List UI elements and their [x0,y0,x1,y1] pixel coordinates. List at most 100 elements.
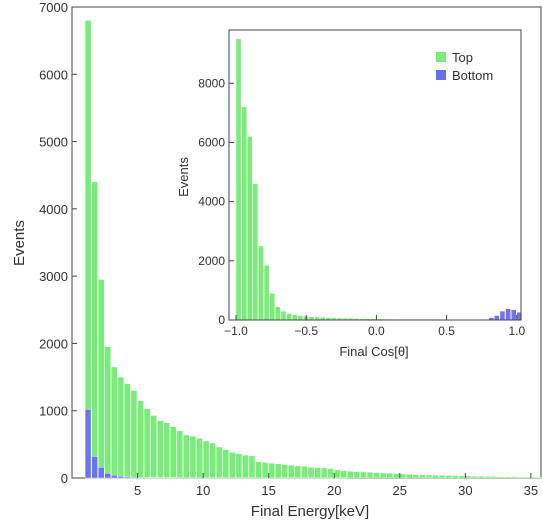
bar-top-6 [124,383,131,479]
bar-top-7 [275,306,281,321]
bar-top-64 [504,476,511,479]
bar-top-14 [176,430,184,479]
bar-top-1 [91,181,98,479]
bar-top-46 [386,473,393,479]
bar-top-31 [288,465,295,479]
inset-y-tick-label: 4000 [198,195,225,209]
main-x-axis: 5 10 15 20 25 30 35 [134,473,538,498]
bar-top-29 [275,463,282,479]
bar-top-8 [137,400,144,479]
inset-y-axis: 0 2000 4000 6000 8000 [198,76,234,327]
bar-top-25 [248,455,256,479]
bar-top-9 [286,313,292,321]
bar-top-40 [347,471,354,479]
bar-top-65 [511,476,518,479]
bar-top-51 [419,474,426,479]
bar-top-57 [458,475,465,479]
bar-top-66 [517,476,524,479]
bar-top-10 [150,415,157,479]
main-x-tick-label: 10 [196,483,210,498]
bar-top-16 [189,436,197,479]
bar-top-39 [340,470,347,479]
inset-x-tick-label: 1.0 [508,324,525,338]
bar-bottom-3 [104,473,111,479]
main-x-tick-label: 35 [524,483,538,498]
bar-top-17 [196,438,203,479]
bar-top-21 [222,449,229,479]
bar-top-59 [471,475,479,479]
bar-top-33 [301,466,308,479]
bar-top-4 [258,245,264,321]
bar-top-10 [291,314,298,321]
bar-top-67 [524,476,531,479]
bar-top-0 [235,38,242,321]
main-y-tick-label: 3000 [39,269,68,284]
bar-top-9 [143,408,151,479]
bar-top-26 [255,461,262,479]
main-x-tick-label: 15 [261,483,275,498]
bar-top-1 [241,106,247,321]
bar-top-5 [263,265,270,321]
bar-top-19 [209,442,216,479]
bar-top-53 [432,474,439,479]
bar-top-2 [247,136,253,321]
bar-top-52 [425,474,433,479]
main-x-tick-label: 5 [134,483,141,498]
bar-top-68 [530,476,538,479]
bar-top-27 [261,462,269,479]
bar-top-3 [104,346,111,479]
bar-bottom-0 [84,409,92,479]
bar-top-55 [445,475,452,479]
bar-top-41 [353,471,361,479]
bar-top-6 [269,293,275,321]
inset-x-axis: −1.0 −0.5 0.0 0.5 1.0 [224,315,525,338]
main-y-axis: 0 1000 2000 3000 4000 5000 6000 7000 [39,0,77,486]
inset-legend: Top Bottom [436,50,493,83]
inset-plot-frame [228,29,522,321]
inset-y-tick-label: 2000 [198,254,225,268]
main-y-axis-title: Events [11,220,28,266]
bar-top-23 [235,453,243,479]
inset-y-tick-label: 0 [218,313,225,327]
legend-label-top: Top [452,50,473,65]
bar-top-15 [183,434,190,479]
bar-top-69 [537,476,542,479]
bar-top-7 [130,390,138,479]
main-plot: 5 10 15 20 25 30 35 0 1000 2000 3000 4000 5000 6000 7… [11,0,542,520]
bar-top-4 [111,366,118,479]
bar-top-13 [170,426,177,479]
bar-top-43 [366,472,374,479]
main-y-tick-label: 1000 [39,404,68,419]
main-y-tick-label: 2000 [39,336,68,351]
bar-top-8 [280,310,287,321]
bar-top-47 [393,473,400,479]
bar-top-20 [216,446,223,479]
bar-bottom-2 [98,467,105,479]
bar-bottom-48 [505,308,511,321]
inset-x-tick-label: 0.5 [438,324,455,338]
main-y-tick-label: 6000 [39,67,68,82]
bar-bottom-6 [124,476,131,479]
main-y-tick-label: 5000 [39,135,68,150]
bar-bottom-8 [137,477,144,479]
main-y-tick-label: 7000 [39,0,68,15]
bar-top-44 [373,472,380,479]
bar-bottom-4 [111,475,118,479]
legend-label-bottom: Bottom [452,68,493,83]
bar-top-35 [314,467,321,479]
bar-top-28 [268,462,275,479]
bar-top-60 [478,476,485,479]
inset-x-tick-label: −0.5 [294,324,318,338]
bar-bottom-1 [91,456,98,479]
bar-bottom-5 [117,476,125,479]
bar-bottom-46 [494,315,500,321]
bar-top-62 [491,476,498,479]
legend-swatch-bottom [436,70,446,80]
main-x-axis-title: Final Energy[keV] [251,503,369,520]
bar-top-50 [412,474,420,479]
main-y-tick-label: 0 [61,471,68,486]
inset-background [229,30,521,320]
bar-top-3 [252,183,259,321]
inset-x-tick-label: 0.0 [368,324,385,338]
